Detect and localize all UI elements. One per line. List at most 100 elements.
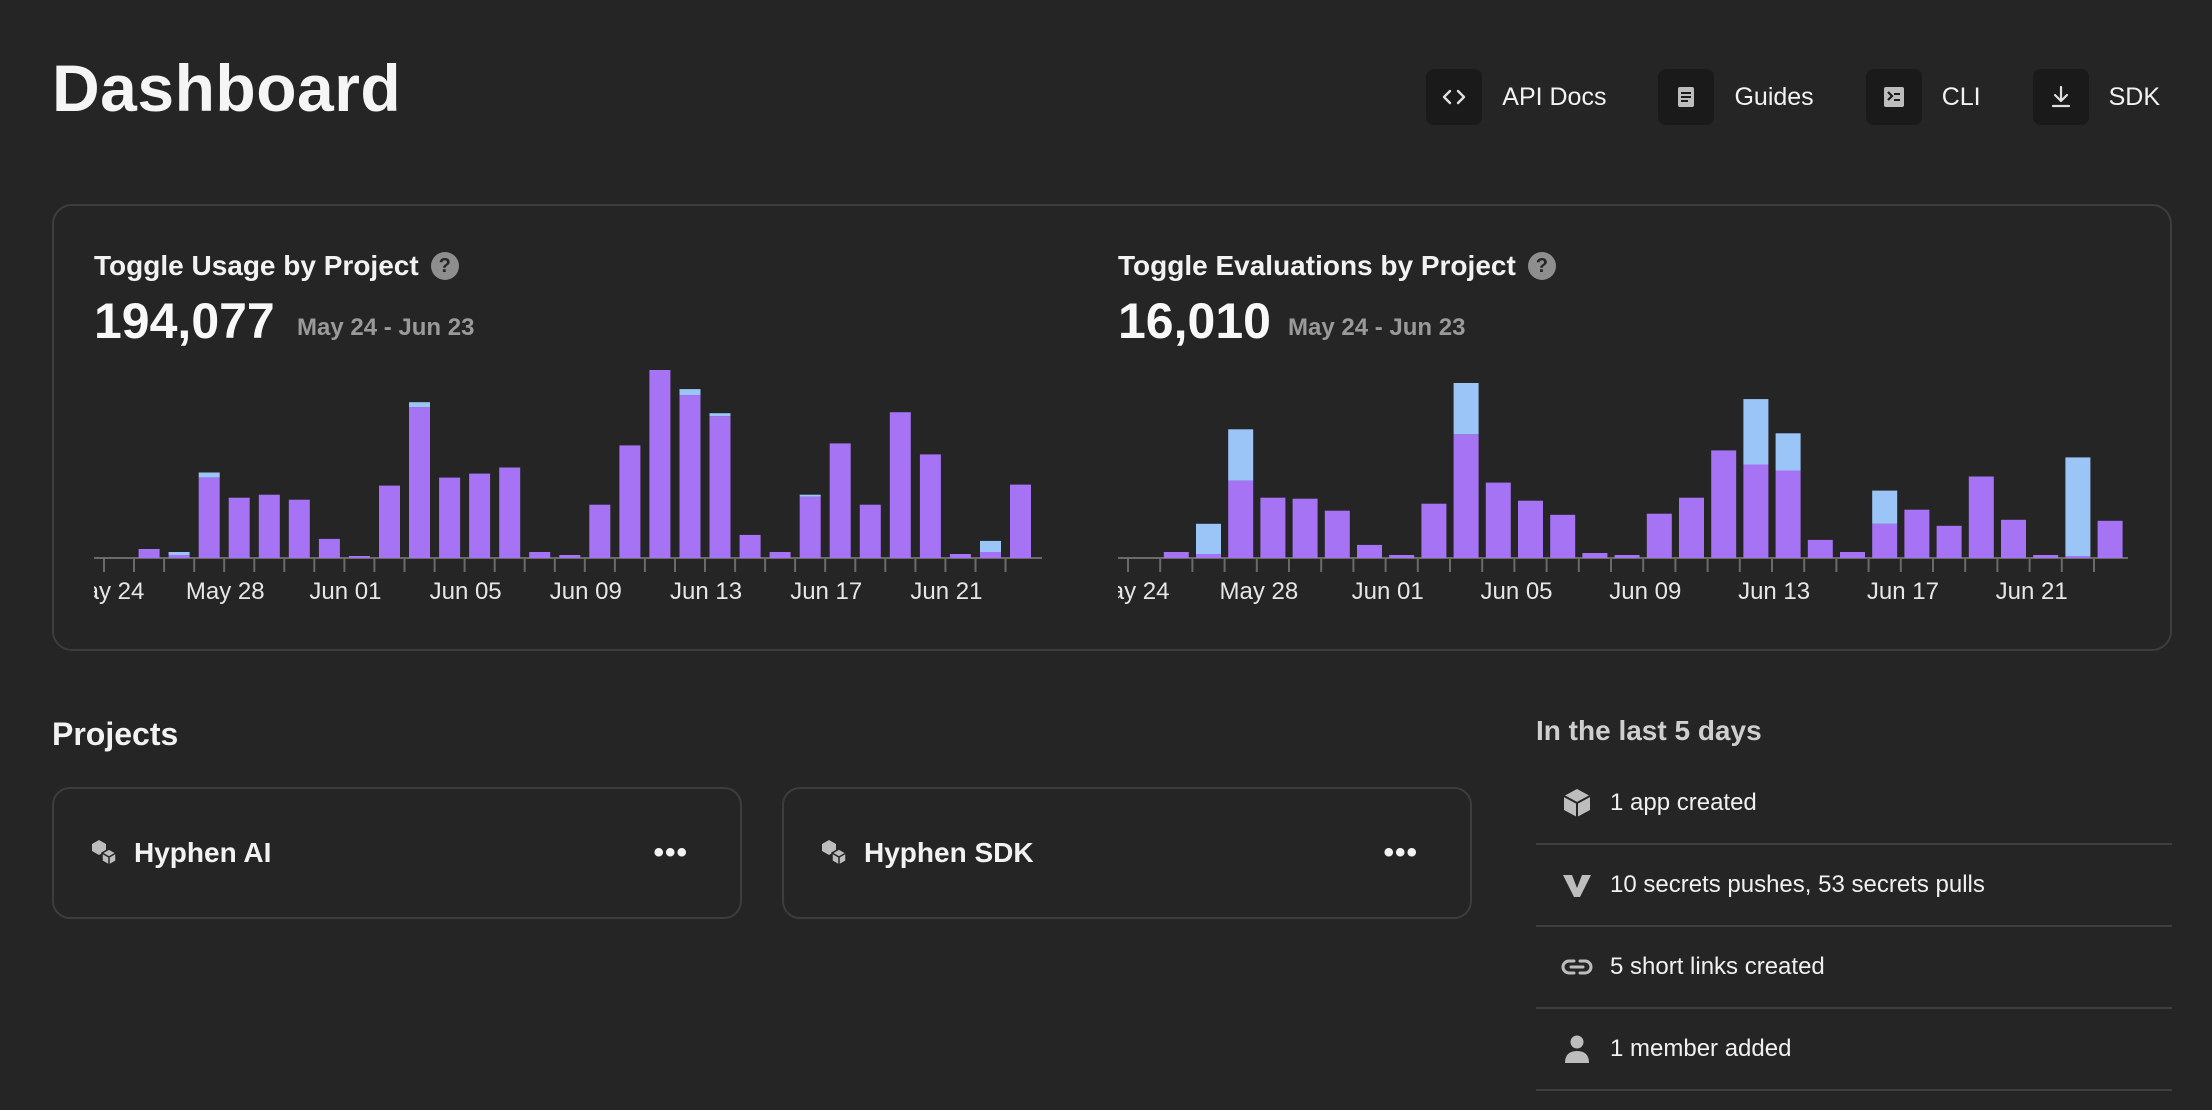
bar-primary-series[interactable] xyxy=(1840,552,1865,558)
bar-primary-series[interactable] xyxy=(1324,510,1350,558)
bar-primary-series[interactable] xyxy=(318,538,340,558)
help-icon[interactable]: ? xyxy=(1527,252,1556,280)
cli-link[interactable]: CLI xyxy=(1865,69,1981,125)
more-options-button[interactable]: ••• xyxy=(653,836,688,869)
sdk-link[interactable]: SDK xyxy=(2032,69,2160,125)
bar-primary-series[interactable] xyxy=(2097,520,2123,558)
activity-title: In the last 5 days xyxy=(1536,715,1762,746)
bar-primary-series[interactable] xyxy=(1872,523,1898,558)
x-axis-tick-label: May 28 xyxy=(185,578,265,605)
bar-primary-series[interactable] xyxy=(1228,480,1254,558)
bar-primary-series[interactable] xyxy=(1010,484,1031,558)
bar-primary-series[interactable] xyxy=(980,552,1001,558)
bar-primary-series[interactable] xyxy=(589,504,611,558)
bar-primary-series[interactable] xyxy=(1679,497,1704,558)
sdk-label: SDK xyxy=(2108,82,2160,111)
guides-link[interactable]: Guides xyxy=(1658,69,1814,125)
bar-secondary-series[interactable] xyxy=(2065,457,2091,556)
bar-primary-series[interactable] xyxy=(1389,555,1415,558)
bar-primary-series[interactable] xyxy=(889,412,911,558)
bar-primary-series[interactable] xyxy=(1646,513,1672,558)
help-icon[interactable]: ? xyxy=(430,252,459,280)
bar-primary-series[interactable] xyxy=(2001,519,2026,558)
bar-secondary-series[interactable] xyxy=(168,552,190,555)
bar-secondary-series[interactable] xyxy=(1228,429,1254,481)
x-axis-tick-label: Jun 05 xyxy=(1480,578,1553,605)
bar-primary-series[interactable] xyxy=(1904,509,1930,558)
x-axis-tick-label: Jun 13 xyxy=(669,578,743,605)
bar-primary-series[interactable] xyxy=(168,555,190,558)
bar-primary-series[interactable] xyxy=(1775,470,1801,559)
bar-primary-series[interactable] xyxy=(799,496,821,558)
bar-primary-series[interactable] xyxy=(1196,554,1221,558)
bar-primary-series[interactable] xyxy=(1614,555,1640,558)
bar-secondary-series[interactable] xyxy=(1196,523,1221,554)
bar-secondary-series[interactable] xyxy=(709,413,731,417)
bar-primary-series[interactable] xyxy=(379,485,400,558)
bar-primary-series[interactable] xyxy=(859,504,881,558)
bar-primary-series[interactable] xyxy=(348,556,370,558)
project-card-hyphen-sdk[interactable]: Hyphen SDK ••• xyxy=(782,787,1472,919)
bar-primary-series[interactable] xyxy=(2033,555,2059,558)
bar-primary-series[interactable] xyxy=(2065,556,2091,558)
bar-primary-series[interactable] xyxy=(198,477,220,558)
bar-primary-series[interactable] xyxy=(559,555,581,558)
chart-x-axis-labels: May 24 May 28 Jun 01 Jun 05 Jun 09 Jun 13 Jun … xyxy=(1118,578,2128,612)
bar-primary-series[interactable] xyxy=(499,467,521,559)
bar-primary-series[interactable] xyxy=(1292,498,1318,558)
bar-primary-series[interactable] xyxy=(769,552,791,558)
api-docs-link[interactable]: API Docs xyxy=(1426,69,1606,125)
activity-list: 1 app created 10 secrets pushes, 53 secr… xyxy=(1536,763,2172,1091)
bar-primary-series[interactable] xyxy=(529,552,551,558)
bar-primary-series[interactable] xyxy=(919,454,941,558)
chart-title: Toggle Evaluations by Project ? xyxy=(1118,250,1556,282)
bar-secondary-series[interactable] xyxy=(799,494,821,497)
bar-secondary-series[interactable] xyxy=(679,389,701,396)
bar-primary-series[interactable] xyxy=(138,549,160,558)
bar-secondary-series[interactable] xyxy=(1743,399,1769,465)
bar-primary-series[interactable] xyxy=(1582,553,1608,558)
project-name: Hyphen AI xyxy=(134,837,272,868)
chart-title: Toggle Usage by Project ? xyxy=(94,250,459,282)
bar-primary-series[interactable] xyxy=(1936,525,1962,558)
cli-label: CLI xyxy=(1941,82,1981,111)
bar-primary-series[interactable] xyxy=(1743,464,1769,559)
bar-secondary-series[interactable] xyxy=(1453,383,1479,435)
bar-secondary-series[interactable] xyxy=(1775,433,1801,471)
activity-item: 1 app created xyxy=(1536,763,2172,845)
bar-primary-series[interactable] xyxy=(649,370,671,558)
bar-secondary-series[interactable] xyxy=(980,540,1001,552)
bar-primary-series[interactable] xyxy=(439,477,461,558)
bar-secondary-series[interactable] xyxy=(198,472,220,478)
project-card-hyphen-ai[interactable]: Hyphen AI ••• xyxy=(52,787,742,919)
cubes-icon xyxy=(822,840,847,866)
bar-primary-series[interactable] xyxy=(258,494,280,558)
bar-primary-series[interactable] xyxy=(1260,497,1286,558)
bar-primary-series[interactable] xyxy=(1968,476,1994,559)
bar-primary-series[interactable] xyxy=(1550,514,1576,558)
bar-primary-series[interactable] xyxy=(1807,539,1833,558)
bar-primary-series[interactable] xyxy=(1453,434,1479,558)
bar-primary-series[interactable] xyxy=(228,497,250,558)
bar-primary-series[interactable] xyxy=(1421,503,1447,558)
bar-primary-series[interactable] xyxy=(1357,544,1382,558)
bar-primary-series[interactable] xyxy=(679,395,701,558)
bar-primary-series[interactable] xyxy=(1518,500,1543,558)
bar-primary-series[interactable] xyxy=(1711,450,1737,558)
bar-primary-series[interactable] xyxy=(829,443,851,558)
x-axis-tick-label: Jun 21 xyxy=(1995,578,2068,605)
bar-primary-series[interactable] xyxy=(1485,482,1511,558)
bar-secondary-series[interactable] xyxy=(409,402,430,408)
chart-x-axis-labels: May 24 May 28 Jun 01 Jun 05 Jun 09 Jun 13 Jun … xyxy=(94,578,1042,612)
bar-primary-series[interactable] xyxy=(709,416,731,558)
bar-primary-series[interactable] xyxy=(288,499,310,558)
bar-primary-series[interactable] xyxy=(619,445,641,558)
bar-primary-series[interactable] xyxy=(739,534,761,558)
bar-secondary-series[interactable] xyxy=(1872,490,1898,524)
x-axis-tick-label: Jun 09 xyxy=(549,578,622,605)
bar-primary-series[interactable] xyxy=(1163,552,1189,558)
more-options-button[interactable]: ••• xyxy=(1383,836,1418,869)
bar-primary-series[interactable] xyxy=(409,407,430,558)
bar-primary-series[interactable] xyxy=(469,473,491,558)
bar-primary-series[interactable] xyxy=(949,554,971,558)
